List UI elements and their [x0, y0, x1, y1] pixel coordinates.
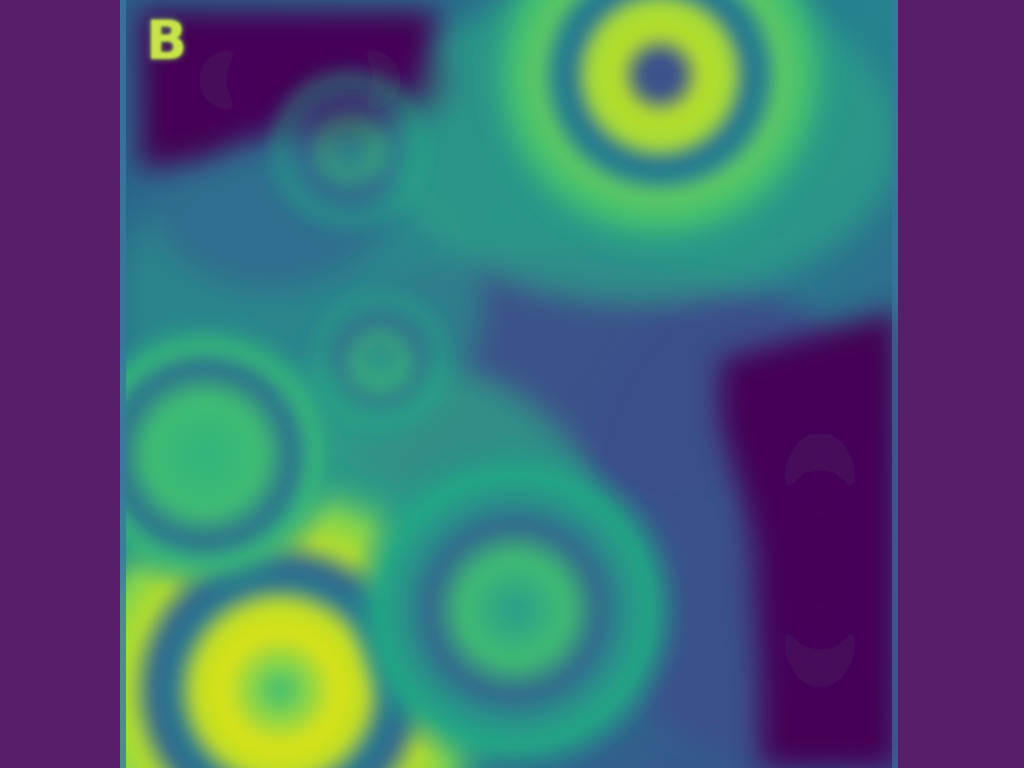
panel-label: B [146, 9, 188, 72]
interference-heatmap: B [120, 0, 898, 768]
heatmap-svg [120, 0, 898, 768]
